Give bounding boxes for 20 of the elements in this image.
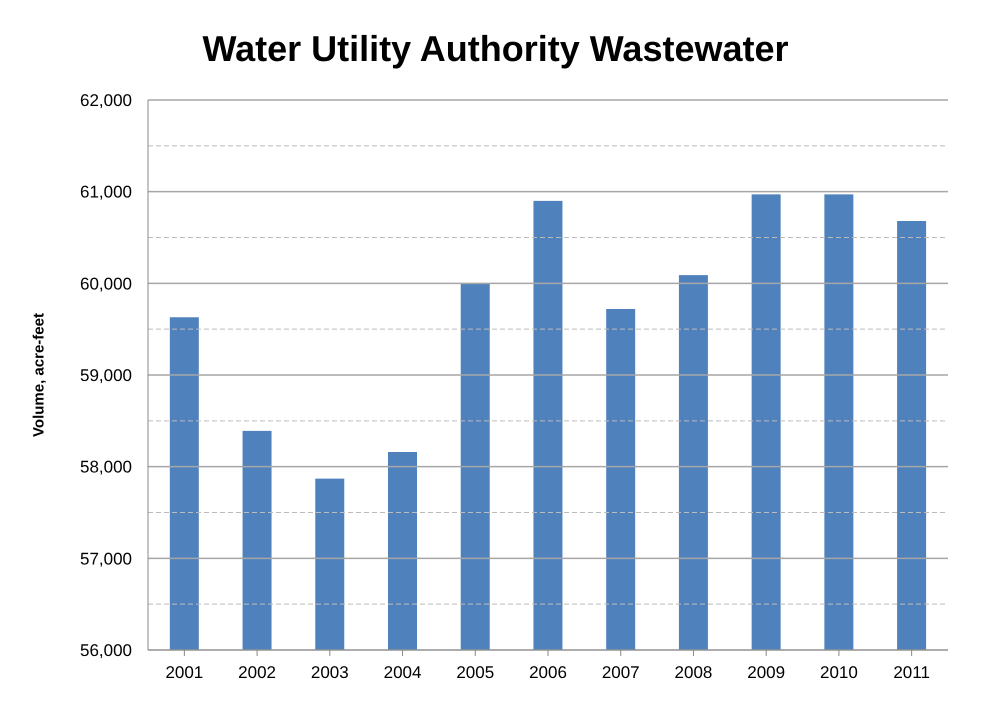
y-axis-title: Volume, acre-feet [30,313,48,437]
x-tick-label: 2003 [310,663,349,682]
x-tick-label: 2005 [456,663,494,682]
y-tick-label: 62,000 [80,91,132,110]
y-tick-label: 59,000 [80,366,132,386]
x-tick-label: 2006 [529,663,567,682]
y-tick-label: 61,000 [80,182,132,202]
chart-title: Water Utility Authority Wastewater [201,27,790,71]
x-tick-label: 2009 [747,663,786,682]
x-tick-label: 2007 [602,663,640,682]
y-tick-label: 58,000 [80,458,132,477]
x-tick-label: 2010 [820,663,858,682]
x-tick-label: 2002 [238,663,276,682]
x-tick-label: 2004 [384,663,422,682]
y-tick-label: 57,000 [80,549,132,568]
x-tick-label: 2011 [893,663,930,682]
x-tick-label: 2008 [674,663,712,682]
y-tick-label: 60,000 [80,274,132,294]
y-tick-label: 56,000 [80,641,132,660]
x-tick-label: 2001 [165,663,204,682]
